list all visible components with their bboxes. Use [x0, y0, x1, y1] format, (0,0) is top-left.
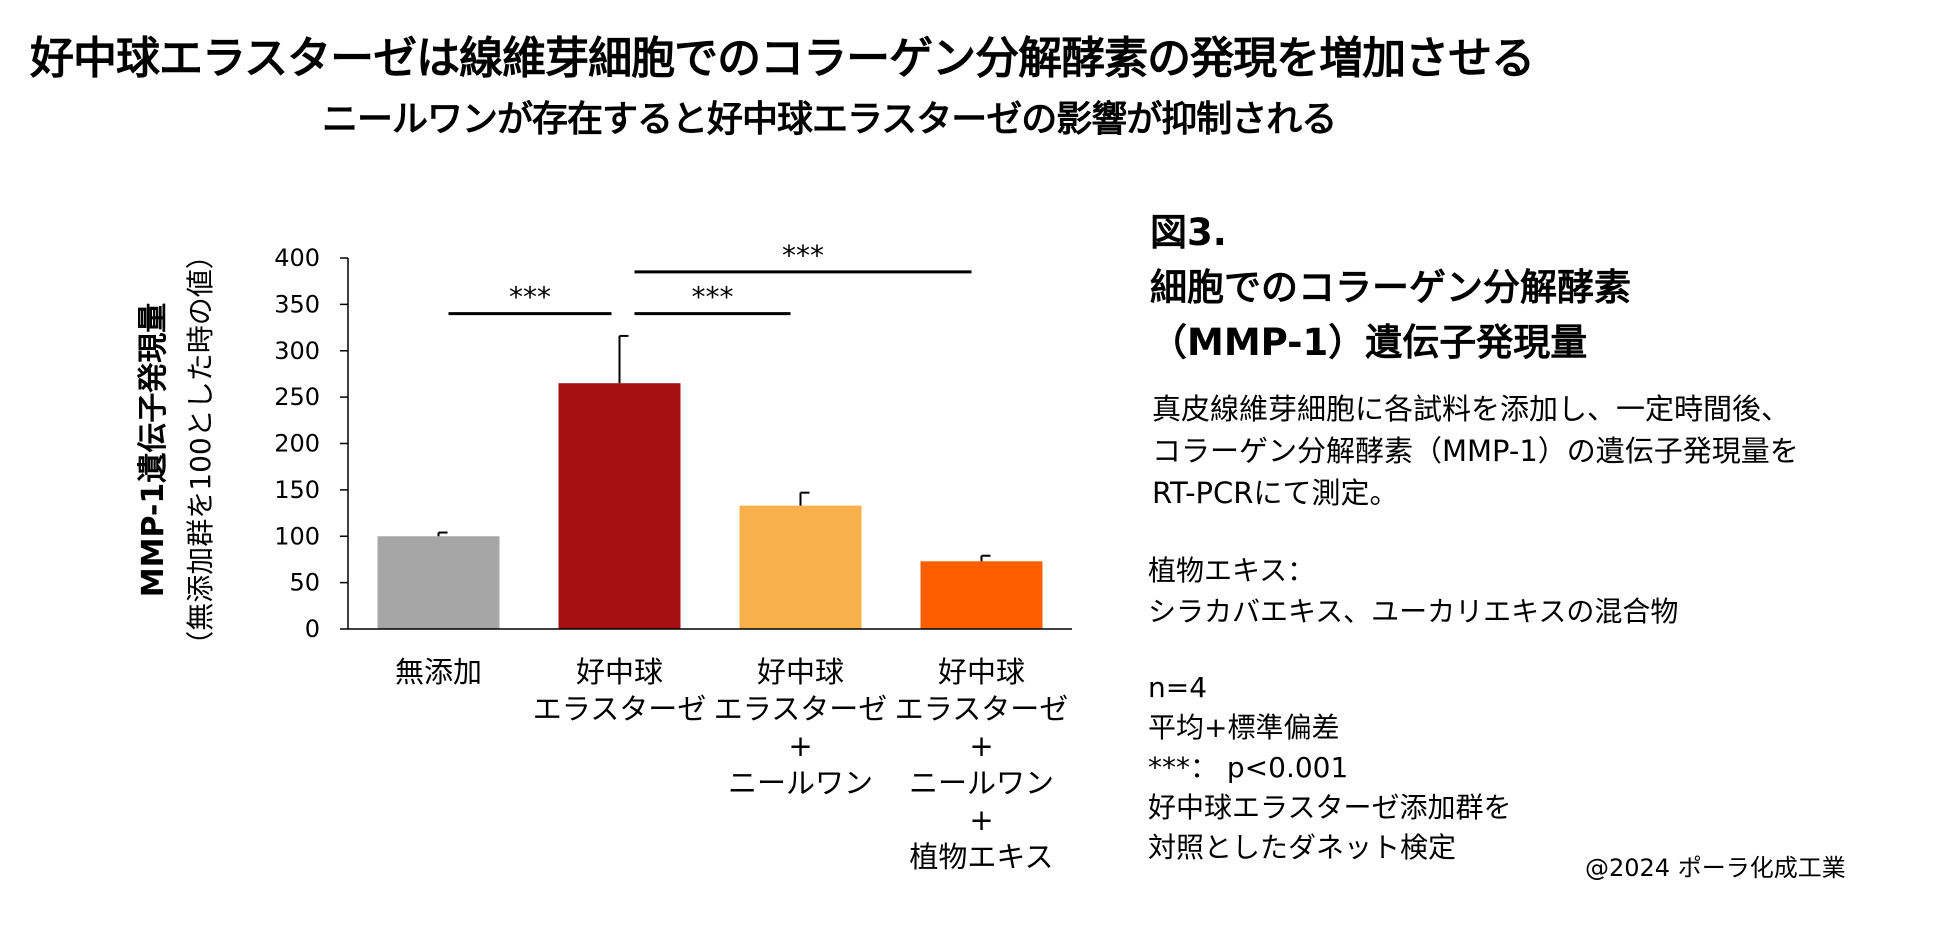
y-tick-group: 0 50 100 150 200 250 300 350 400	[274, 244, 348, 643]
x-label-group: 無添加 好中球エラスターゼ好中球エラスターゼ+ニールワン好中球エラスターゼ+ニール…	[395, 655, 1068, 874]
x-category-label: エラスターゼ	[533, 692, 706, 726]
x-category-label: 無添加	[395, 655, 482, 689]
y-tick-label: 50	[289, 569, 320, 597]
page-subtitle: ニールワンが存在すると好中球エラスターゼの影響が抑制される	[322, 99, 1337, 140]
figure-description: 真皮線維芽細胞に各試料を添加し、一定時間後、 コラーゲン分解酵素（MMP-1）の…	[1152, 388, 1799, 514]
significance-label: ***	[692, 281, 734, 314]
x-category-label: +	[788, 729, 812, 763]
stats-line: n=4	[1148, 671, 1208, 704]
y-tick-label: 100	[274, 522, 320, 550]
stats-line: 対照としたダネット検定	[1148, 831, 1457, 864]
x-category-label: ニールワン	[728, 766, 873, 800]
significance-label: ***	[782, 239, 824, 272]
bar	[920, 561, 1043, 629]
x-category-label: ニールワン	[909, 766, 1054, 800]
y-axis-subtitle: （無添加群を100とした時の値）	[184, 241, 217, 658]
figure-title-line: （MMP-1）遺伝子発現量	[1150, 321, 1588, 364]
y-tick-label: 300	[274, 337, 320, 365]
bar-group	[377, 383, 1043, 629]
y-tick-label: 150	[274, 476, 320, 504]
axes-group	[347, 258, 1072, 630]
y-tick-label: 0	[305, 615, 320, 643]
significance-label: ***	[509, 281, 551, 314]
description-line: RT-PCRにて測定。	[1152, 476, 1399, 510]
plant-extract-note: 植物エキス： シラカバエキス、ユーカリエキスの混合物	[1148, 550, 1678, 632]
bar	[558, 383, 681, 629]
y-axis-title: MMP-1遺伝子発現量	[136, 303, 171, 598]
y-axis-label-group: MMP-1遺伝子発現量 （無添加群を100とした時の値）	[136, 241, 217, 658]
stats-line: ***： p<0.001	[1148, 751, 1349, 784]
x-category-label: 植物エキス	[909, 840, 1053, 874]
stats-line: 好中球エラスターゼ添加群を	[1148, 791, 1512, 824]
y-tick-label: 350	[274, 290, 320, 318]
x-category-label: +	[969, 803, 993, 837]
x-category-label: エラスターゼ	[714, 692, 887, 726]
y-tick-label: 250	[274, 383, 320, 411]
figure-title-line: 図3.	[1150, 211, 1227, 254]
plant-note-line: 植物エキス：	[1148, 554, 1316, 587]
description-line: コラーゲン分解酵素（MMP-1）の遺伝子発現量を	[1152, 434, 1799, 468]
plant-note-line: シラカバエキス、ユーカリエキスの混合物	[1148, 595, 1679, 628]
page-title: 好中球エラスターゼは線維芽細胞でのコラーゲン分解酵素の発現を増加させる	[30, 33, 1535, 84]
y-tick-label: 400	[274, 244, 320, 272]
x-category-label: 好中球	[938, 655, 1025, 689]
description-line: 真皮線維芽細胞に各試料を添加し、一定時間後、	[1152, 392, 1791, 426]
x-category-label: 好中球	[576, 655, 663, 689]
bar	[377, 536, 500, 629]
stats-line: 平均+標準偏差	[1148, 711, 1340, 744]
x-category-label: 好中球	[757, 655, 844, 689]
statistics-note: n=4 平均+標準偏差 ***： p<0.001 好中球エラスターゼ添加群を 対…	[1148, 668, 1511, 868]
bar	[739, 505, 862, 629]
copyright: @2024 ポーラ化成工業	[1585, 854, 1846, 882]
mmp1-bar-chart: MMP-1遺伝子発現量 （無添加群を100とした時の値） 0 50 100 150 200…	[136, 239, 1072, 874]
significance-group: *** *** ***	[448, 239, 972, 316]
y-tick-label: 200	[274, 430, 320, 458]
figure-title-line: 細胞でのコラーゲン分解酵素	[1150, 266, 1631, 309]
figure-title: 図3. 細胞でのコラーゲン分解酵素 （MMP-1）遺伝子発現量	[1150, 205, 1631, 370]
error-bar-group	[437, 334, 991, 562]
x-category-label: エラスターゼ	[895, 692, 1068, 726]
x-category-label: +	[969, 729, 993, 763]
